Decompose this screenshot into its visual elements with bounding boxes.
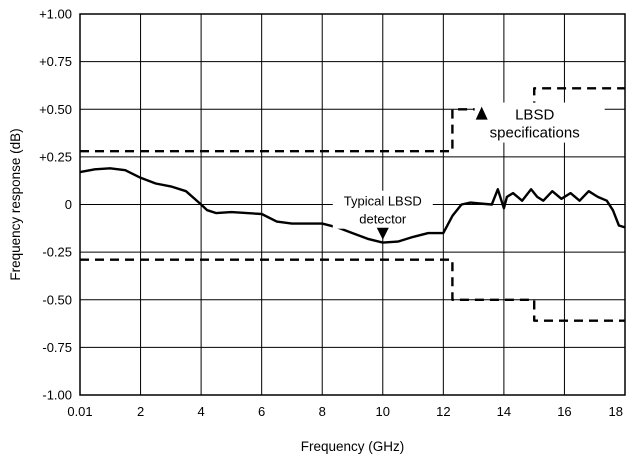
- x-tick-label: 2: [137, 404, 144, 419]
- x-tick-label: 4: [197, 404, 204, 419]
- detector-response-line: [79, 167, 626, 244]
- x-axis-ticks: 0.01 2 4 6 8 10 12 14 16 18: [67, 404, 623, 419]
- y-tick-label: 0: [65, 197, 72, 212]
- x-tick-label: 18: [609, 404, 623, 419]
- x-tick-label: 14: [497, 404, 511, 419]
- y-tick-label: -0.50: [42, 292, 72, 307]
- lbsd-specifications-annotation: LBSD specifications: [474, 102, 605, 143]
- down-arrow-icon: [376, 227, 389, 240]
- annotation-label: specifications: [490, 125, 580, 142]
- annotation-label: Typical LBSD: [344, 194, 422, 209]
- y-tick-label: -1.00: [42, 388, 72, 403]
- plot-frame: [79, 13, 626, 396]
- y-tick-label: +0.50: [39, 102, 72, 117]
- x-tick-label: 16: [557, 404, 571, 419]
- y-axis-title: Frequency response (dB): [8, 128, 23, 280]
- y-tick-label: -0.25: [42, 245, 72, 260]
- up-arrow-icon: [475, 106, 488, 120]
- annotation-label: LBSD: [515, 107, 554, 124]
- typical-lbsd-detector-annotation: Typical LBSD detector: [332, 190, 433, 240]
- x-tick-label: 12: [436, 404, 450, 419]
- x-tick-label: 6: [258, 404, 265, 419]
- specification-limit-line: [80, 258, 625, 322]
- y-tick-label: +0.75: [39, 54, 72, 69]
- x-tick-label: 0.01: [67, 404, 92, 419]
- x-tick-label: 8: [319, 404, 326, 419]
- y-tick-label: +1.00: [39, 7, 72, 22]
- x-axis-title: Frequency (GHz): [301, 439, 405, 454]
- y-tick-label: +0.25: [39, 149, 72, 164]
- x-tick-label: 10: [376, 404, 390, 419]
- annotation-label: detector: [359, 212, 407, 227]
- y-axis-ticks: +1.00 +0.75 +0.50 +0.25 0 -0.25 -0.50 -0.75 -1.0…: [39, 7, 72, 403]
- y-tick-label: -0.75: [42, 340, 72, 355]
